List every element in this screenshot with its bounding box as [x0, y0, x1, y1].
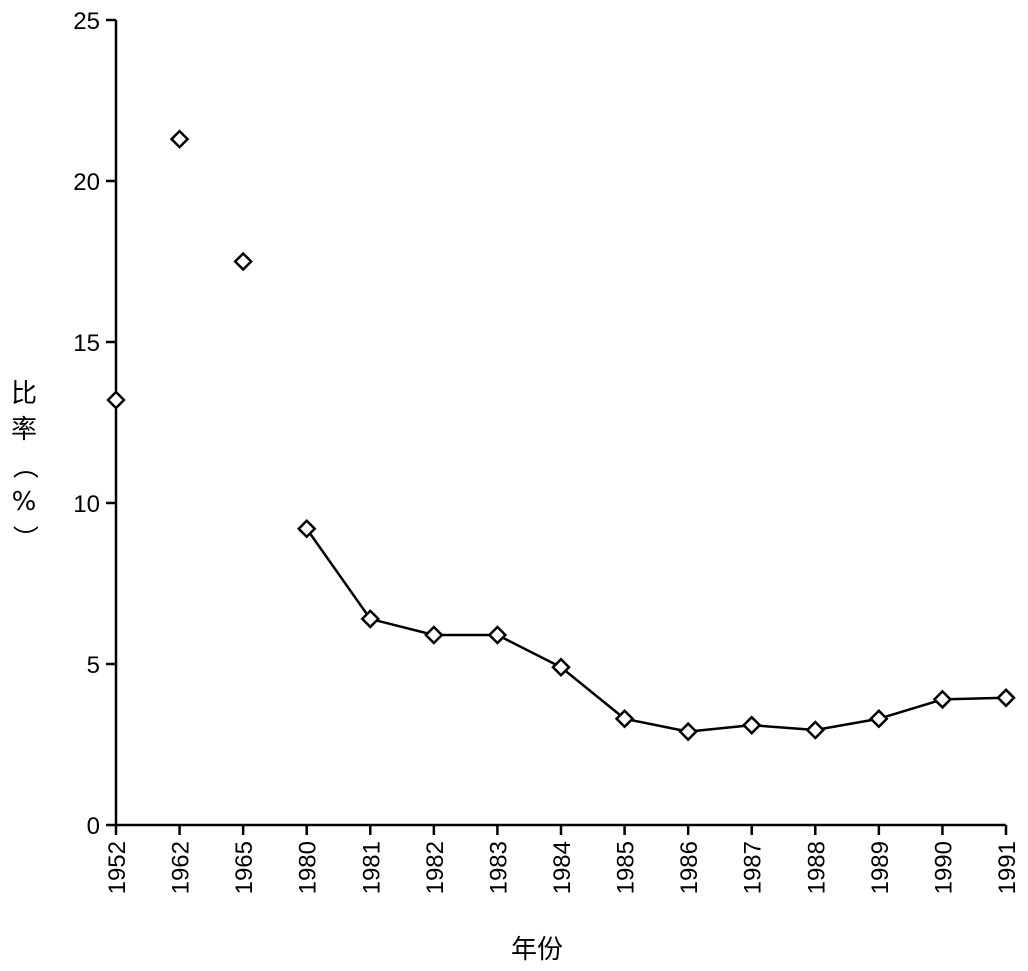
data-point-1982	[424, 625, 444, 645]
data-point-1980	[296, 518, 317, 539]
x-tick-label: 1981	[358, 841, 385, 894]
y-tick-label: 10	[73, 491, 100, 518]
y-tick-label: 0	[87, 813, 100, 840]
y-tick-label: 20	[73, 169, 100, 196]
x-tick-label: 1987	[740, 841, 767, 894]
x-tick-label: 1988	[803, 841, 830, 894]
y-tick-label: 5	[87, 652, 100, 679]
data-point-1989	[869, 708, 889, 729]
y-ticks: 0 5 10 15 20 25	[73, 8, 116, 840]
x-tick-label: 1986	[676, 841, 703, 894]
data-point-1981	[360, 609, 381, 629]
y-tick-label: 15	[73, 330, 100, 357]
data-point-1983	[487, 625, 508, 645]
x-tick-label: 1991	[994, 841, 1021, 894]
x-tick-label: 1952	[104, 841, 131, 894]
y-axis: 0 5 10 15 20 25	[73, 8, 118, 840]
data-point-1990	[932, 689, 953, 710]
y-axis-title-char: %	[12, 487, 37, 517]
x-axis-title: 年份	[511, 935, 563, 965]
x-tick-label: 1965	[231, 841, 258, 894]
x-tick-label: 1990	[930, 841, 957, 894]
data-point-1965	[233, 251, 253, 272]
series-line	[305, 528, 1007, 733]
x-tick-label: 1989	[867, 841, 894, 894]
data-point-1987	[741, 715, 762, 735]
x-tick-label: 1984	[549, 841, 576, 894]
data-point-1985	[614, 708, 635, 729]
x-tick-label: 1962	[168, 841, 195, 894]
data-point-1986	[678, 721, 698, 742]
data-point-1991	[996, 688, 1016, 708]
x-axis: 1952 1962 1965 1980 1981 1982 1983 1984 1985 1986…	[104, 823, 1021, 894]
series-markers	[106, 129, 1016, 742]
x-tick-label: 1982	[422, 841, 449, 894]
y-tick-label: 25	[73, 8, 100, 35]
data-point-1988	[805, 720, 826, 740]
data-point-1952	[106, 390, 126, 410]
series-polyline	[305, 528, 1007, 733]
y-axis-title: 比率 （% ）	[9, 379, 39, 551]
data-point-1984	[551, 657, 571, 677]
data-point-1962	[169, 129, 190, 149]
y-axis-title-char: 率	[11, 415, 37, 445]
x-tick-label: 1985	[613, 841, 640, 894]
x-tick-label: 1980	[295, 841, 322, 894]
x-tick-label: 1983	[485, 841, 512, 894]
x-ticks: 1952 1962 1965 1980 1981 1982 1983 1984 1985 1986…	[104, 825, 1021, 894]
y-axis-title-char: ）	[9, 525, 39, 551]
y-axis-title-char: 比	[11, 379, 37, 409]
y-axis-title-char: （	[9, 453, 39, 479]
